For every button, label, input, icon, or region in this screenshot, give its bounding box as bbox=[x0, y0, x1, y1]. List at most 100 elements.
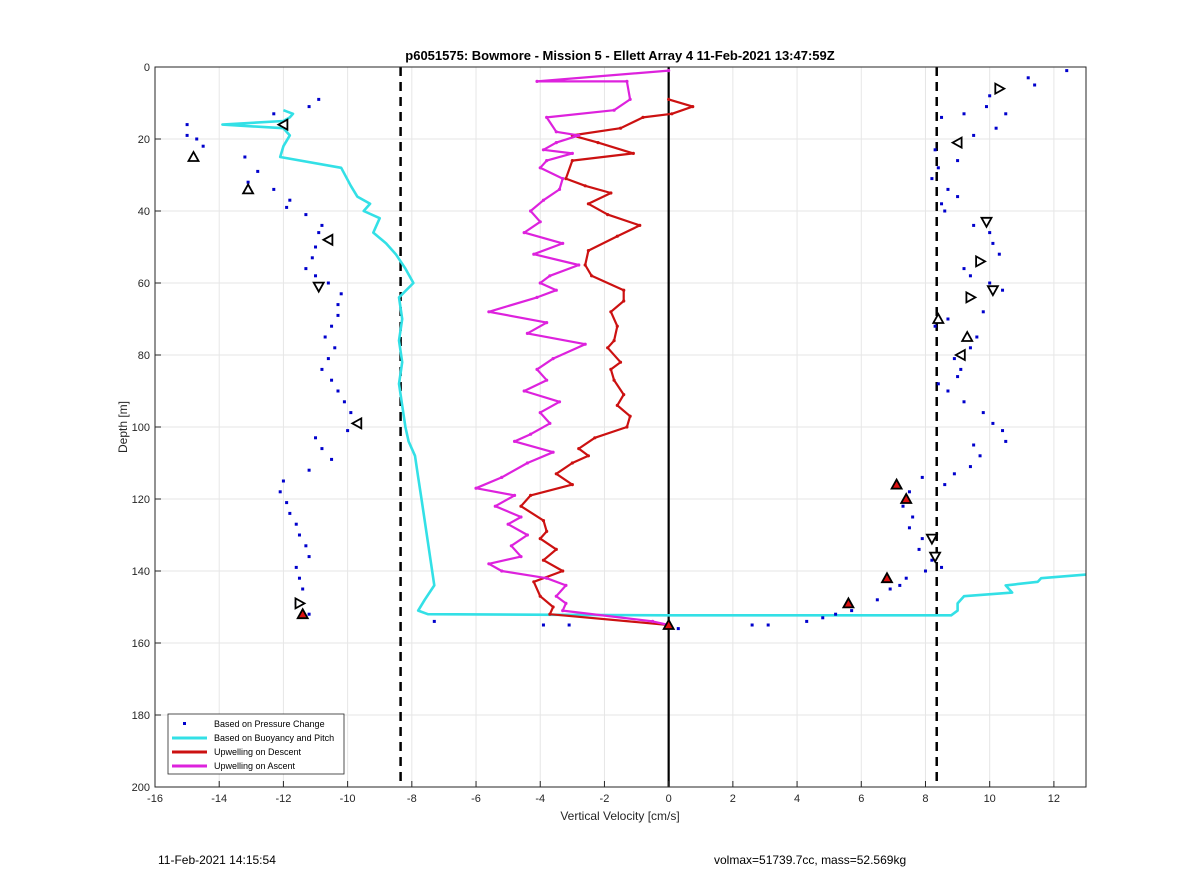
pressure-point bbox=[933, 324, 937, 328]
x-tick-label: -4 bbox=[535, 793, 545, 805]
pressure-point bbox=[320, 447, 324, 451]
x-axis-ticks: -16 -14 -12 -10 -8 -6 -4 -2 0 2 4 6 8 10 12 bbox=[147, 781, 1060, 805]
series-point bbox=[554, 130, 558, 134]
x-tick-label: -8 bbox=[407, 793, 417, 805]
series-point bbox=[615, 324, 619, 328]
triangle-marker bbox=[294, 596, 307, 610]
series-point bbox=[570, 483, 574, 487]
series-line bbox=[221, 108, 1086, 617]
x-tick-label: -12 bbox=[275, 793, 291, 805]
pressure-point bbox=[1065, 69, 1069, 73]
pressure-point bbox=[994, 126, 998, 130]
series-point bbox=[535, 79, 539, 83]
series-point bbox=[622, 299, 626, 303]
series-point bbox=[615, 234, 619, 238]
legend-entry-ascent: Upwelling on Ascent bbox=[172, 761, 296, 771]
pressure-point bbox=[281, 479, 285, 483]
triangle-marker bbox=[975, 254, 987, 268]
series-point bbox=[519, 555, 523, 559]
x-tick-label: 4 bbox=[794, 793, 800, 805]
pressure-point bbox=[304, 267, 308, 271]
pressure-point bbox=[272, 112, 276, 116]
series-point bbox=[538, 537, 542, 541]
x-tick-label: -14 bbox=[211, 793, 227, 805]
pressure-point bbox=[766, 623, 770, 627]
series-point bbox=[596, 141, 600, 145]
series-point bbox=[561, 241, 565, 245]
triangle-marker bbox=[321, 233, 334, 247]
pressure-point bbox=[962, 267, 966, 271]
pressure-point bbox=[943, 209, 947, 213]
triangle-marker bbox=[925, 533, 939, 546]
series-point bbox=[548, 274, 552, 278]
pressure-point bbox=[1004, 439, 1008, 443]
series-point bbox=[583, 342, 587, 346]
pressure-point bbox=[346, 429, 350, 433]
series-point bbox=[577, 133, 581, 137]
legend-entry-buoyancy: Based on Buoyancy and Pitch bbox=[172, 733, 334, 743]
pressure-point bbox=[567, 623, 571, 627]
pressure-point bbox=[920, 537, 924, 541]
pressure-point bbox=[972, 133, 976, 137]
pressure-point bbox=[898, 583, 902, 587]
y-tick-label: 200 bbox=[132, 782, 150, 794]
pressure-point bbox=[336, 389, 340, 393]
series-point bbox=[612, 378, 616, 382]
triangle-marker bbox=[312, 281, 326, 294]
series-point bbox=[561, 569, 565, 573]
series-point bbox=[670, 112, 674, 116]
pressure-point bbox=[243, 155, 247, 159]
pressure-point bbox=[246, 180, 250, 184]
series-point bbox=[577, 447, 581, 451]
pressure-point bbox=[984, 105, 988, 109]
pressure-point bbox=[991, 241, 995, 245]
pressure-point bbox=[936, 166, 940, 170]
pressure-point bbox=[933, 148, 937, 152]
pressure-point bbox=[930, 558, 934, 562]
pressure-point bbox=[278, 490, 282, 494]
triangle-marker bbox=[662, 618, 676, 630]
pressure-point bbox=[314, 245, 318, 249]
series-point bbox=[618, 360, 623, 364]
pressure-point bbox=[962, 400, 966, 404]
series-point bbox=[583, 263, 587, 267]
series-point bbox=[554, 141, 558, 145]
series-point bbox=[529, 493, 533, 497]
pressure-point bbox=[972, 223, 976, 227]
series-point bbox=[529, 432, 533, 436]
series-point bbox=[612, 339, 616, 343]
series-point bbox=[564, 601, 568, 606]
pressure-point bbox=[936, 382, 940, 386]
pressure-point bbox=[962, 112, 966, 116]
series-point bbox=[615, 403, 619, 407]
pressure-point bbox=[907, 490, 911, 494]
series-point bbox=[641, 115, 645, 119]
series-point bbox=[509, 544, 513, 548]
series-point bbox=[506, 522, 510, 526]
triangle-marker bbox=[950, 136, 963, 150]
pressure-point bbox=[336, 303, 340, 307]
series-point bbox=[564, 177, 568, 181]
series-point bbox=[618, 126, 623, 130]
series-point bbox=[548, 612, 552, 616]
pressure-point bbox=[1004, 112, 1008, 116]
y-tick-label: 0 bbox=[144, 62, 150, 74]
pressure-point bbox=[956, 195, 960, 199]
pressure-point bbox=[301, 587, 305, 591]
series-point bbox=[512, 439, 517, 443]
pressure-point bbox=[307, 468, 311, 472]
triangle-marker bbox=[965, 290, 978, 304]
pressure-point bbox=[959, 367, 963, 371]
series-point bbox=[622, 393, 626, 397]
series-point bbox=[609, 191, 613, 195]
series-point bbox=[561, 609, 565, 613]
series-point bbox=[538, 411, 542, 415]
y-tick-label: 40 bbox=[138, 206, 150, 218]
series-point bbox=[522, 231, 526, 235]
series-point bbox=[570, 159, 574, 163]
pressure-point bbox=[917, 547, 921, 551]
pressure-point bbox=[956, 159, 960, 163]
pressure-point bbox=[968, 274, 972, 278]
series-point bbox=[583, 184, 587, 188]
